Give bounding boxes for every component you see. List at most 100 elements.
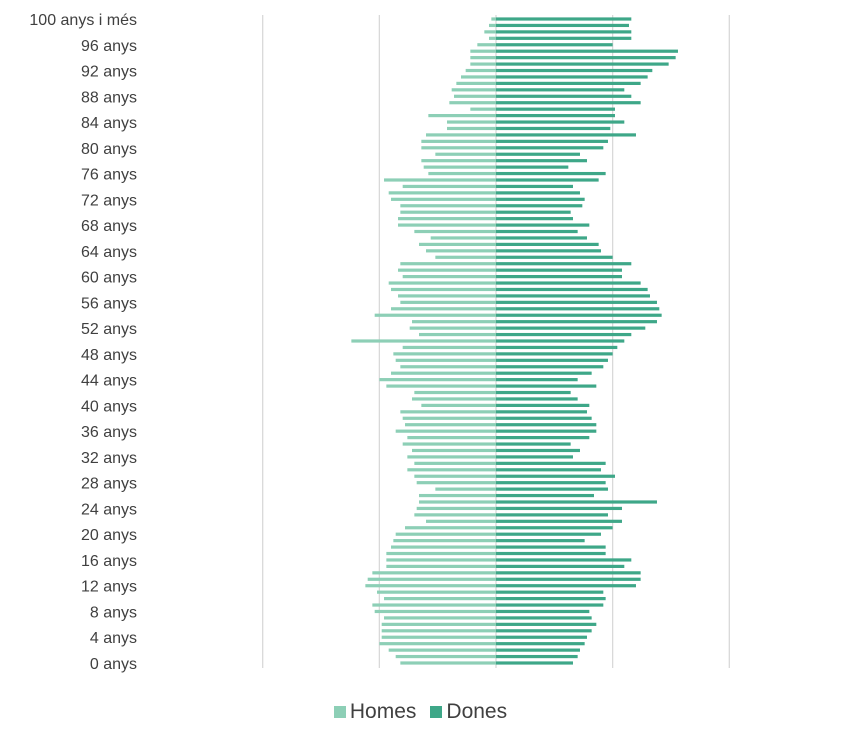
bar-homes xyxy=(400,410,496,414)
bar-homes xyxy=(372,603,496,607)
bar-homes xyxy=(398,268,496,272)
bar-homes xyxy=(484,30,496,34)
bar-homes xyxy=(386,564,496,568)
bar-dones xyxy=(496,275,622,279)
bar-dones xyxy=(496,442,571,446)
bar-homes xyxy=(400,300,496,304)
bar-dones xyxy=(496,255,613,259)
bar-dones xyxy=(496,114,615,118)
bar-dones xyxy=(496,429,597,433)
bar-homes xyxy=(391,307,496,311)
bar-dones xyxy=(496,597,606,601)
bar-homes xyxy=(391,197,496,201)
bar-dones xyxy=(496,448,580,453)
bar-homes xyxy=(470,49,496,53)
age-axis-labels: 0 anys 4 anys 8 anys 12 anys 16 anys 20 anys 2… xyxy=(29,12,137,673)
bar-dones xyxy=(496,120,625,124)
bar-dones xyxy=(496,49,678,53)
bar-homes xyxy=(393,539,496,543)
bar-dones xyxy=(496,307,660,311)
bar-dones xyxy=(496,539,585,543)
bar-dones xyxy=(496,287,648,292)
bar-homes xyxy=(386,384,496,388)
bar-dones xyxy=(496,622,597,626)
bar-dones xyxy=(496,558,632,562)
bar-homes xyxy=(402,184,496,189)
legend-label-homes: Homes xyxy=(349,700,417,723)
bar-homes xyxy=(395,358,496,362)
bar-dones xyxy=(496,107,615,111)
bar-homes xyxy=(400,262,496,266)
bar-dones xyxy=(496,210,571,214)
bar-dones xyxy=(496,616,592,620)
bar-homes xyxy=(386,551,496,556)
bar-dones xyxy=(496,159,587,163)
bar-dones xyxy=(496,571,641,575)
bar-homes xyxy=(395,532,496,536)
bar-homes xyxy=(393,352,496,356)
age-tick-label: 84 anys xyxy=(81,115,137,132)
bar-dones xyxy=(496,75,648,79)
bar-homes xyxy=(400,210,496,214)
bar-homes xyxy=(477,43,496,47)
age-tick-label: 8 anys xyxy=(90,604,137,621)
bar-dones xyxy=(496,165,569,169)
bar-dones xyxy=(496,146,604,150)
bar-homes xyxy=(461,75,496,79)
bar-dones xyxy=(496,30,632,34)
bar-homes xyxy=(379,378,496,382)
bar-dones xyxy=(496,313,662,317)
legend-label-dones: Dones xyxy=(446,700,508,723)
bar-homes xyxy=(414,461,496,465)
bar-homes xyxy=(470,56,496,60)
bar-dones xyxy=(496,461,606,465)
bar-homes xyxy=(351,339,496,343)
bar-dones xyxy=(496,191,580,195)
age-tick-label: 80 anys xyxy=(81,141,137,158)
age-tick-label: 32 anys xyxy=(81,450,137,467)
bar-dones xyxy=(496,590,604,594)
bar-dones xyxy=(496,126,611,131)
bar-dones xyxy=(496,384,597,388)
bar-dones xyxy=(496,262,632,266)
bar-dones xyxy=(496,506,622,511)
bar-homes xyxy=(367,577,496,581)
bar-dones xyxy=(496,268,622,272)
bar-homes xyxy=(365,584,496,588)
bar-dones xyxy=(496,88,625,92)
bar-homes xyxy=(428,171,496,176)
bar-dones xyxy=(496,635,587,639)
bar-dones xyxy=(496,410,587,414)
bar-homes xyxy=(414,229,496,234)
age-tick-label: 36 anys xyxy=(81,424,137,441)
age-tick-label: 76 anys xyxy=(81,167,137,184)
bar-homes xyxy=(449,101,496,105)
bar-homes xyxy=(426,133,496,137)
bar-homes xyxy=(374,609,496,614)
age-tick-label: 0 anys xyxy=(90,656,137,673)
bar-homes xyxy=(435,152,496,156)
age-tick-label: 96 anys xyxy=(81,38,137,55)
bar-homes xyxy=(426,519,496,523)
bar-dones xyxy=(496,513,608,517)
bar-homes xyxy=(489,36,496,40)
bar-homes xyxy=(374,313,496,317)
bar-homes xyxy=(435,487,496,491)
bar-homes xyxy=(388,191,496,195)
bar-homes xyxy=(377,590,496,594)
bar-homes xyxy=(398,217,496,221)
age-tick-label: 48 anys xyxy=(81,347,137,364)
bar-dones xyxy=(496,133,636,137)
age-tick-label: 68 anys xyxy=(81,218,137,235)
homes-bars xyxy=(351,17,496,665)
bar-homes xyxy=(384,178,496,182)
bar-dones xyxy=(496,609,590,614)
bar-homes xyxy=(456,81,496,85)
bar-homes xyxy=(398,223,496,227)
bar-homes xyxy=(435,255,496,259)
age-tick-label: 56 anys xyxy=(81,295,137,312)
bar-dones xyxy=(496,371,592,375)
bar-dones xyxy=(496,390,571,395)
bar-homes xyxy=(430,236,496,240)
bar-dones xyxy=(496,519,622,523)
